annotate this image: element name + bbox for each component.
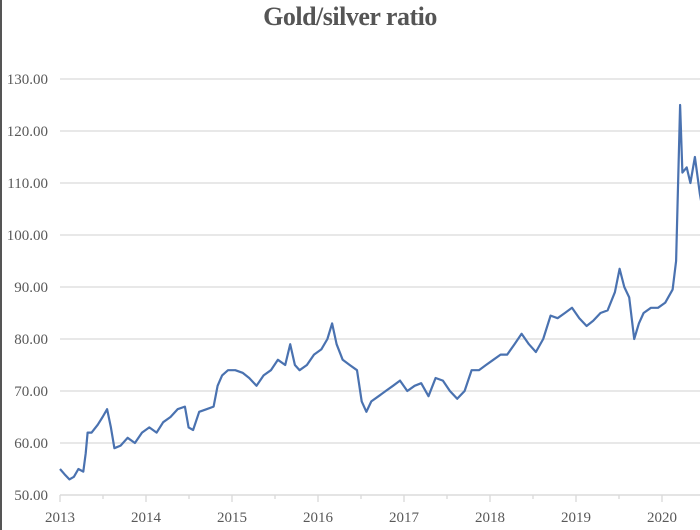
chart-title: Gold/silver ratio (263, 2, 437, 31)
y-tick-label: 60.00 (14, 436, 48, 452)
y-tick-label: 70.00 (14, 384, 48, 400)
series-line (59, 103, 700, 481)
x-tick-label: 2018 (475, 510, 505, 526)
x-tick-label: 2019 (561, 510, 591, 526)
y-tick-label: 90.00 (14, 280, 48, 296)
x-tick-label: 2016 (303, 510, 334, 526)
y-tick-label: 50.00 (14, 488, 48, 504)
y-tick-label: 130.00 (7, 72, 48, 88)
y-tick-label: 110.00 (7, 176, 48, 192)
x-tick-label: 2014 (131, 510, 162, 526)
y-tick-label: 120.00 (7, 124, 48, 140)
x-tick-label: 2013 (45, 510, 75, 526)
left-border (0, 0, 2, 530)
x-tick-label: 2015 (217, 510, 247, 526)
x-tick-label: 2020 (647, 510, 677, 526)
x-tick-label: 2017 (389, 510, 420, 526)
y-tick-label: 100.00 (7, 228, 48, 244)
y-tick-label: 80.00 (14, 332, 48, 348)
